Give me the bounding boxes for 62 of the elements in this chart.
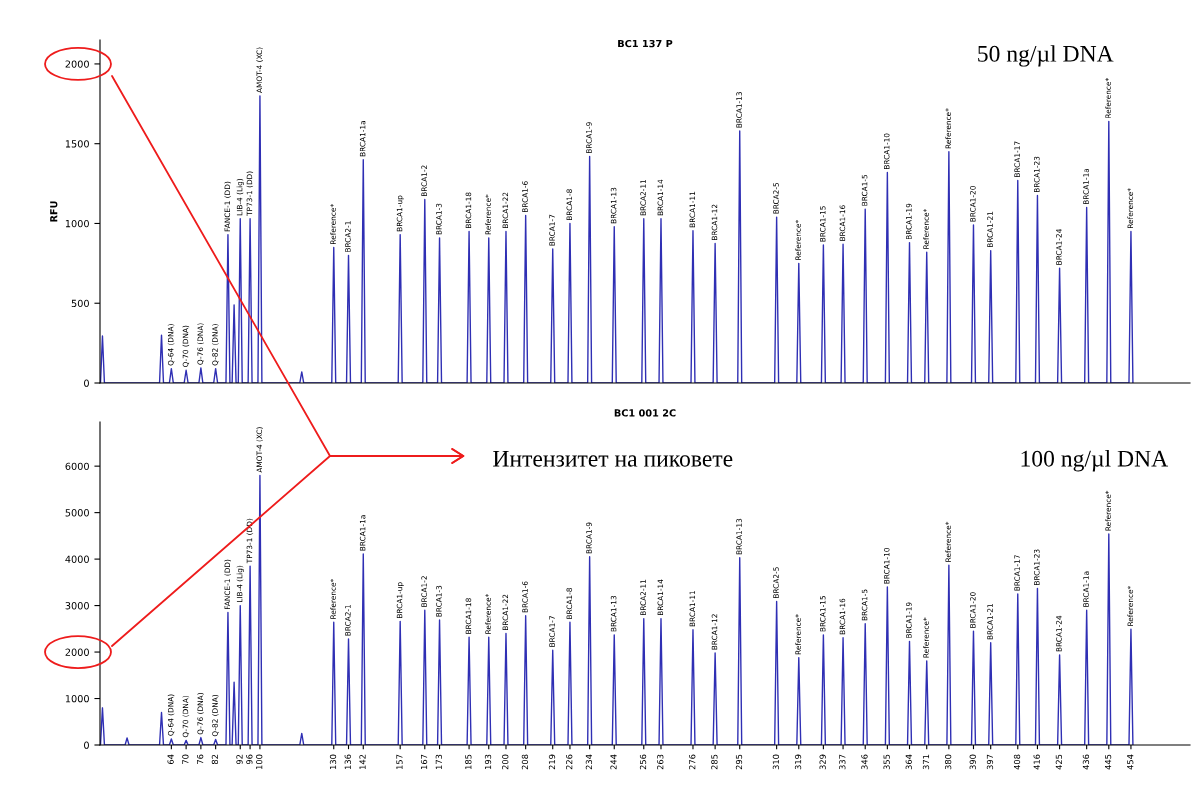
x-tick-label: 310 [772, 754, 780, 770]
x-tick-label: 244 [610, 754, 617, 770]
y-tick-label: 1500 [65, 140, 89, 148]
y-tick-label: 5000 [65, 509, 89, 517]
x-tick-label: 436 [1082, 754, 1090, 770]
x-tick-label: 408 [1013, 754, 1021, 770]
y-tick-label: 1000 [65, 695, 89, 703]
y-tick-label: 3000 [65, 602, 89, 610]
x-tick-label: 390 [969, 754, 976, 770]
x-tick-label: 263 [657, 754, 664, 770]
y-tick-label: 4000 [65, 555, 89, 563]
x-tick-label: 285 [711, 754, 718, 770]
x-tick-label: 193 [484, 754, 492, 770]
x-tick-label: 364 [905, 754, 912, 770]
annotation: 100 ng/µl DNA [1021, 450, 1169, 472]
x-tick-label: 167 [420, 754, 428, 770]
x-tick-label: 185 [465, 754, 472, 770]
annotation: Интензитет на пиковете [493, 450, 733, 467]
x-tick-label: 346 [861, 754, 868, 770]
y-tick-label: 6000 [65, 462, 89, 470]
y-tick-label: 0 [84, 379, 89, 387]
x-tick-label: 416 [1033, 754, 1040, 770]
x-tick-label: 219 [548, 754, 556, 770]
x-tick-label: 329 [819, 754, 826, 770]
x-tick-label: 136 [344, 754, 351, 770]
x-tick-label: 276 [689, 754, 696, 770]
x-tick-label: 256 [639, 754, 647, 770]
x-tick-label: 173 [435, 754, 442, 770]
x-tick-label: 100 [256, 754, 263, 770]
x-tick-label: 70 [182, 754, 189, 764]
x-tick-label: 355 [883, 754, 890, 770]
x-tick-label: 96 [246, 754, 253, 765]
x-tick-label: 234 [585, 754, 593, 770]
x-tick-label: 371 [922, 754, 930, 770]
chart-title: BC1 137 P [618, 39, 673, 48]
x-tick-label: 208 [521, 754, 529, 770]
x-tick-label: 157 [396, 754, 403, 770]
y-tick-label: 0 [84, 741, 89, 749]
chart-title: BC1 001 2C [614, 409, 676, 417]
x-tick-label: 337 [839, 754, 846, 770]
line-series [100, 474, 1134, 745]
x-tick-label: 454 [1127, 754, 1134, 770]
y-axis-title: RFU [50, 201, 58, 222]
y-tick-label: 500 [71, 299, 89, 308]
y-tick-label: 2000 [65, 648, 89, 656]
x-tick-label: 397 [986, 754, 994, 770]
y-tick-label: 1000 [65, 219, 89, 228]
x-tick-label: 200 [502, 754, 509, 770]
x-tick-label: 64 [167, 754, 174, 765]
x-tick-label: 82 [211, 754, 219, 765]
x-tick-label: 380 [944, 754, 952, 770]
annotation: 50 ng/µl DNA [978, 45, 1114, 67]
x-tick-label: 425 [1055, 754, 1063, 770]
x-tick-label: 226 [566, 754, 573, 770]
x-tick-label: 445 [1105, 754, 1112, 770]
x-tick-label: 92 [236, 754, 243, 765]
x-tick-label: 142 [359, 754, 366, 770]
y-tick-label: 2000 [65, 60, 89, 68]
x-tick-label: 76 [196, 754, 204, 764]
x-tick-label: 295 [735, 754, 743, 770]
x-tick-label: 130 [329, 754, 337, 770]
x-tick-label: 319 [794, 754, 802, 770]
